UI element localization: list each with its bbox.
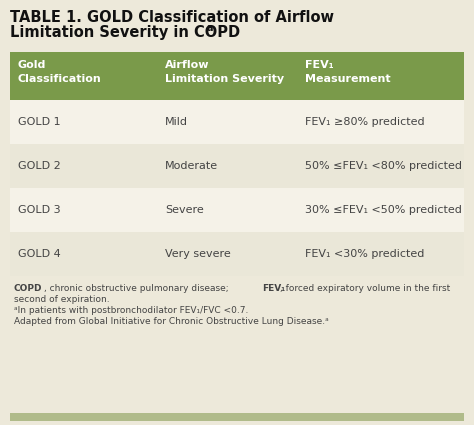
Text: Very severe: Very severe	[165, 249, 231, 259]
Text: second of expiration.: second of expiration.	[14, 295, 109, 304]
Text: COPD: COPD	[14, 284, 43, 293]
Text: 30% ≤FEV₁ <50% predicted: 30% ≤FEV₁ <50% predicted	[305, 205, 462, 215]
Text: 50% ≤FEV₁ <80% predicted: 50% ≤FEV₁ <80% predicted	[305, 161, 462, 171]
Text: , forced expiratory volume in the first: , forced expiratory volume in the first	[280, 284, 450, 293]
Bar	[10, 413, 464, 421]
Bar	[10, 52, 464, 100]
Text: Severe: Severe	[165, 205, 204, 215]
Text: GOLD 1: GOLD 1	[18, 117, 61, 127]
Bar	[10, 100, 464, 144]
Text: , chronic obstructive pulmonary disease;: , chronic obstructive pulmonary disease;	[44, 284, 231, 293]
Text: FEV₁ <30% predicted: FEV₁ <30% predicted	[305, 249, 424, 259]
Text: FEV₁: FEV₁	[305, 60, 334, 70]
Text: ᵃIn patients with postbronchodilator FEV₁/FVC <0.7.: ᵃIn patients with postbronchodilator FEV…	[14, 306, 248, 315]
Bar	[10, 188, 464, 232]
Bar	[10, 144, 464, 188]
Text: GOLD 2: GOLD 2	[18, 161, 61, 171]
Text: a: a	[207, 23, 213, 33]
Text: GOLD 3: GOLD 3	[18, 205, 61, 215]
Text: Airflow: Airflow	[165, 60, 210, 70]
Text: Mild: Mild	[165, 117, 188, 127]
Text: Adapted from Global Initiative for Chronic Obstructive Lung Disease.ᵃ: Adapted from Global Initiative for Chron…	[14, 317, 329, 326]
Text: Limitation Severity in COPD: Limitation Severity in COPD	[10, 25, 240, 40]
Text: Classification: Classification	[18, 74, 102, 84]
Text: Measurement: Measurement	[305, 74, 391, 84]
Text: FEV₁: FEV₁	[262, 284, 285, 293]
Bar	[10, 232, 464, 276]
Text: FEV₁ ≥80% predicted: FEV₁ ≥80% predicted	[305, 117, 425, 127]
Text: TABLE 1. GOLD Classification of Airflow: TABLE 1. GOLD Classification of Airflow	[10, 10, 334, 25]
Text: Gold: Gold	[18, 60, 46, 70]
Text: Moderate: Moderate	[165, 161, 218, 171]
Text: Limitation Severity: Limitation Severity	[165, 74, 284, 84]
Text: GOLD 4: GOLD 4	[18, 249, 61, 259]
